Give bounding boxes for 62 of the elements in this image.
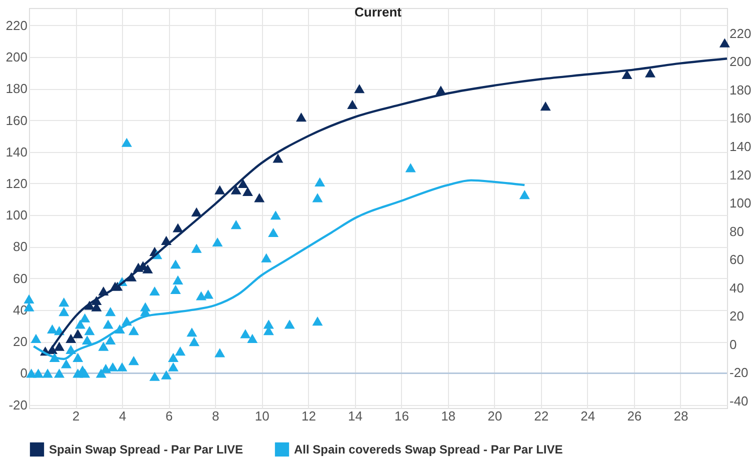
chart-title: Current bbox=[354, 4, 402, 20]
x-tick-label: 20 bbox=[488, 408, 502, 424]
point bbox=[72, 329, 84, 338]
y2-tick-label: 180 bbox=[730, 82, 752, 98]
point bbox=[191, 207, 202, 216]
legend-label: All Spain covereds Swap Spread - Par Par LIVE bbox=[294, 442, 563, 456]
point bbox=[254, 193, 265, 202]
point bbox=[540, 101, 551, 111]
x-tick-label: 10 bbox=[254, 408, 270, 424]
y-tick-label: 220 bbox=[6, 18, 28, 33]
y2-tick-label: 160 bbox=[730, 110, 752, 126]
point bbox=[66, 334, 76, 343]
point bbox=[296, 112, 306, 122]
y2-tick-label: 20 bbox=[730, 308, 744, 324]
x-tick-label: 8 bbox=[212, 408, 220, 424]
y-tick-label: 140 bbox=[6, 144, 28, 160]
y2-tick-label: 40 bbox=[730, 280, 744, 296]
y2-tick-label: 0 bbox=[730, 336, 737, 352]
x-tick-label: 18 bbox=[441, 408, 456, 424]
y2-tick-label: 200 bbox=[730, 54, 752, 70]
y2-tick-label: 80 bbox=[730, 224, 744, 239]
y2-tick-label: 60 bbox=[730, 252, 744, 268]
point bbox=[142, 264, 153, 274]
y2-tick-label: -40 bbox=[730, 393, 748, 408]
x-tick-label: 6 bbox=[165, 408, 173, 424]
x-tick-label: 24 bbox=[580, 408, 596, 424]
y-tick-label: 0 bbox=[20, 366, 28, 381]
x-tick-label: 22 bbox=[534, 408, 549, 424]
point bbox=[238, 178, 248, 188]
legend-label: Spain Swap Spread - Par Par LIVE bbox=[49, 442, 244, 456]
y-tick-label: 160 bbox=[6, 112, 28, 128]
x-tick-label: 4 bbox=[118, 408, 126, 424]
x-tick-label: 26 bbox=[627, 408, 642, 424]
point bbox=[622, 70, 632, 79]
x-tick-label: 16 bbox=[394, 408, 409, 424]
point bbox=[230, 185, 242, 194]
point bbox=[347, 100, 358, 109]
point bbox=[242, 186, 253, 196]
y-tick-label: 180 bbox=[6, 81, 28, 96]
point bbox=[172, 223, 184, 232]
y-tick-label: 80 bbox=[13, 239, 28, 254]
y2-tick-label: 220 bbox=[730, 26, 752, 41]
y-tick-label: 120 bbox=[6, 176, 28, 191]
x-tick-label: 12 bbox=[301, 408, 316, 424]
point bbox=[644, 68, 656, 78]
x-tick-label: 2 bbox=[72, 408, 80, 424]
y2-tick-label: 120 bbox=[730, 167, 752, 182]
point bbox=[54, 342, 64, 351]
point bbox=[719, 38, 730, 48]
y2-tick-label: -20 bbox=[730, 365, 748, 380]
point bbox=[272, 154, 284, 163]
x-tick-label: 14 bbox=[348, 408, 362, 424]
y-tick-label: -20 bbox=[8, 397, 28, 412]
y-tick-label: 60 bbox=[13, 270, 28, 286]
y2-tick-label: 140 bbox=[730, 139, 752, 154]
y-tick-label: 100 bbox=[6, 208, 28, 223]
y-tick-label: 200 bbox=[6, 50, 28, 65]
point bbox=[214, 185, 226, 194]
x-tick-label: 28 bbox=[674, 408, 688, 424]
point bbox=[354, 84, 365, 94]
y-tick-label: 20 bbox=[13, 334, 28, 350]
y2-tick-label: 100 bbox=[730, 196, 752, 211]
